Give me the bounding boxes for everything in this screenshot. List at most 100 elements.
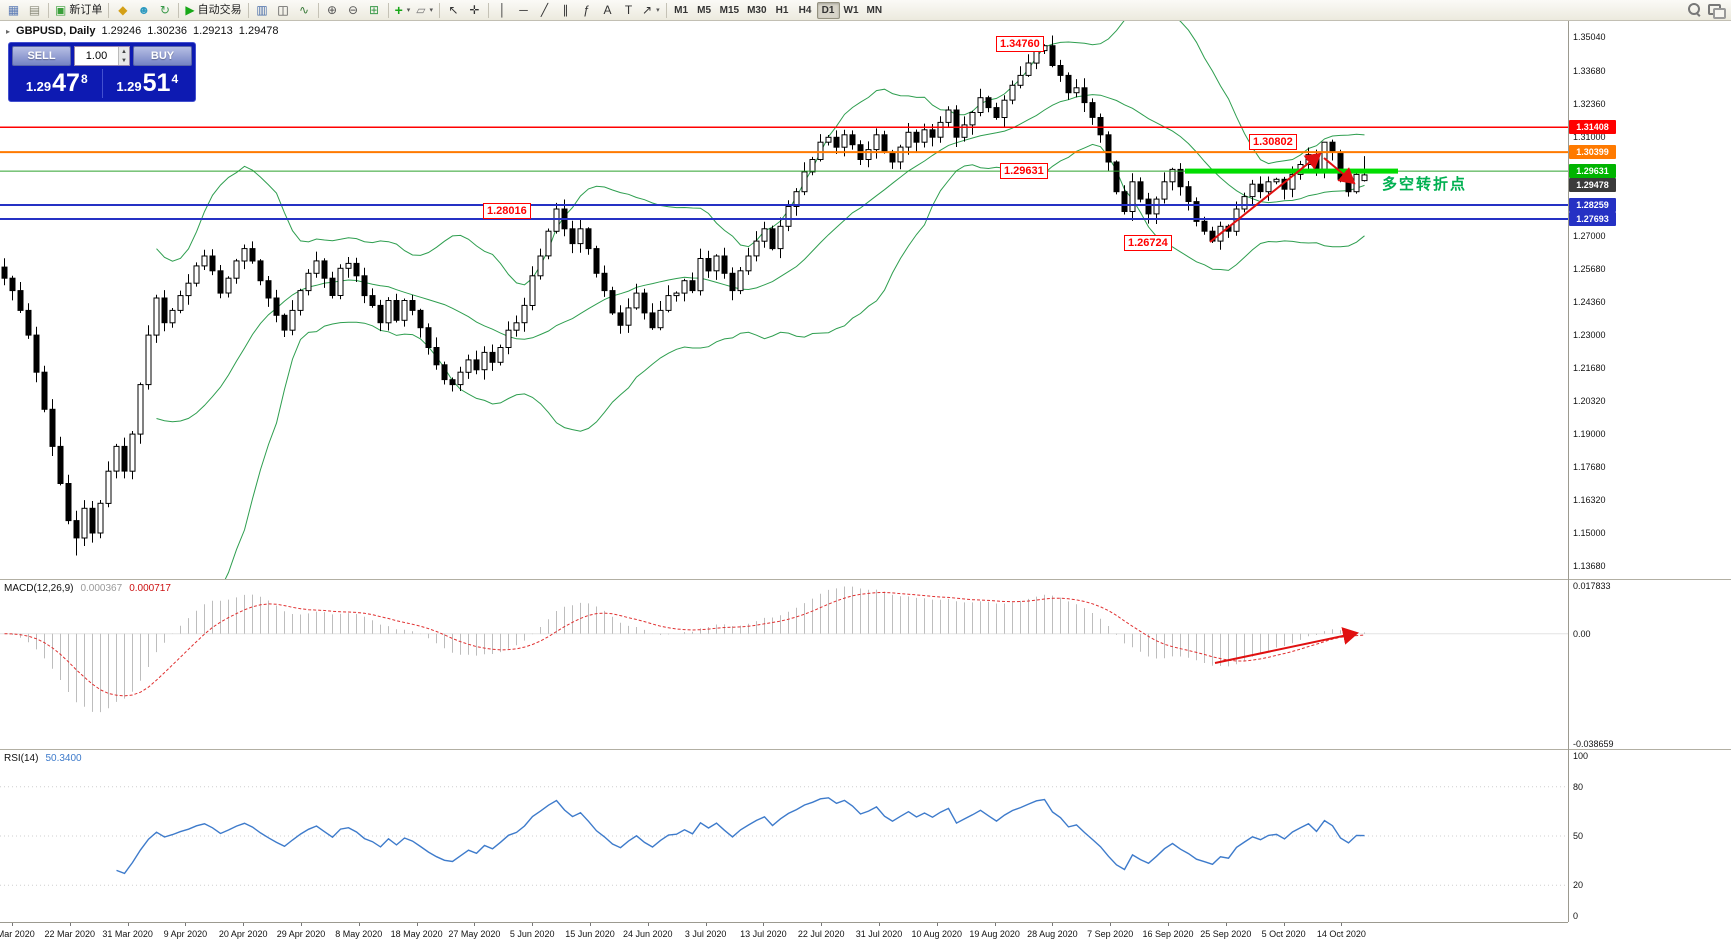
- date-label: 28 Aug 2020: [1027, 929, 1078, 939]
- volume-up-icon[interactable]: ▲: [119, 47, 129, 56]
- cursor-button[interactable]: ↖: [443, 1, 464, 19]
- crosshair-button[interactable]: ✛: [464, 1, 485, 19]
- volume-field[interactable]: 1.00 ▲ ▼: [74, 46, 130, 66]
- price-callout[interactable]: 1.30802: [1249, 134, 1297, 151]
- chart-menu-icon[interactable]: ▸: [6, 26, 11, 36]
- rsi-scale-label: 0: [1573, 911, 1579, 921]
- price-scale-label: 1.19000: [1573, 429, 1606, 440]
- bar-chart-button[interactable]: ▥: [252, 1, 273, 19]
- buy-price-big-figure: 1.29: [116, 79, 142, 94]
- timeframe-m30-button[interactable]: M30: [747, 4, 767, 16]
- turning-point-annotation[interactable]: 多空转折点: [1382, 176, 1468, 193]
- arrows-button[interactable]: ↗ ▾: [639, 1, 663, 19]
- timeframe-m5-button[interactable]: M5: [697, 4, 712, 16]
- timeframe-m1-button[interactable]: M1: [674, 4, 689, 16]
- market-button[interactable]: ☻: [133, 1, 154, 19]
- zoom-in-icon: ⊕: [327, 3, 338, 17]
- timeframe-h4-button[interactable]: H4: [798, 4, 812, 16]
- line-chart-button[interactable]: ∿: [294, 1, 315, 19]
- sell-button[interactable]: SELL: [12, 46, 71, 66]
- macd-value-signal: 0.000717: [129, 583, 171, 594]
- toolbar-separator: [317, 2, 319, 18]
- zoom-in-button[interactable]: ⊕: [322, 1, 343, 19]
- price-scale-label: 1.35040: [1573, 32, 1606, 43]
- zoom-out-button[interactable]: ⊖: [343, 1, 364, 19]
- main-chart[interactable]: [0, 21, 1731, 580]
- trendline-button[interactable]: ╱: [534, 1, 555, 19]
- volume-down-icon[interactable]: ▼: [119, 56, 129, 65]
- rsi-separator[interactable]: [0, 749, 1731, 750]
- macd-panel[interactable]: [0, 580, 1731, 750]
- sell-price-button[interactable]: 1.29 47 8: [12, 69, 103, 98]
- rsi-scale-label: 80: [1573, 781, 1584, 792]
- date-label: 31 Mar 2020: [102, 929, 153, 939]
- search-icon[interactable]: [1688, 3, 1702, 17]
- horizontal-line-icon: ─: [519, 3, 528, 17]
- timeframe-d1-button[interactable]: D1: [816, 1, 840, 19]
- macd-title: MACD(12,26,9): [4, 583, 74, 594]
- buy-button[interactable]: BUY: [133, 46, 192, 66]
- date-tick: [416, 923, 418, 926]
- tile-windows-button[interactable]: ⊞: [364, 1, 385, 19]
- price-scale-divider[interactable]: [1568, 21, 1569, 922]
- buy-price-point: 4: [171, 72, 179, 86]
- templates-button[interactable]: ▱ ▾: [413, 1, 436, 19]
- candlestick-chart-button[interactable]: ◫: [273, 1, 294, 19]
- signals-button[interactable]: ↻: [154, 1, 175, 19]
- equidistant-channel-button[interactable]: ∥: [555, 1, 576, 19]
- date-label: 24 Jun 2020: [623, 929, 673, 939]
- price-scale-label: 1.23000: [1573, 330, 1606, 341]
- community-icon[interactable]: [1708, 3, 1726, 19]
- date-label: 20 Apr 2020: [218, 929, 268, 939]
- horizontal-line-button[interactable]: ─: [513, 1, 534, 19]
- date-label: 9 Apr 2020: [163, 929, 208, 939]
- rsi-panel[interactable]: [0, 750, 1731, 922]
- timeframe-w1-button[interactable]: W1: [843, 4, 859, 16]
- timeframe-m15-button[interactable]: M15: [719, 4, 740, 16]
- price-level-box: 1.27693: [1569, 212, 1616, 226]
- profiles-button[interactable]: ▤: [24, 1, 45, 19]
- date-tick: [358, 923, 360, 926]
- date-label: 7 Sep 2020: [1087, 929, 1134, 939]
- buy-price-button[interactable]: 1.29 51 4: [103, 69, 193, 98]
- autotrading-icon: ▶: [185, 3, 195, 17]
- signals-icon: ↻: [159, 3, 170, 17]
- rsi-title: RSI(14): [4, 753, 39, 764]
- new-chart-button[interactable]: ▦: [3, 1, 24, 19]
- volume-value[interactable]: 1.00: [85, 50, 108, 62]
- price-callout[interactable]: 1.34760: [996, 36, 1044, 53]
- date-label: 27 May 2020: [448, 929, 501, 939]
- ohlc-open: 1.29246: [101, 25, 142, 37]
- price-scale-label: 1.15000: [1573, 528, 1606, 538]
- price-callout[interactable]: 1.26724: [1124, 235, 1172, 251]
- autotrading-button[interactable]: ▶ 自动交易: [182, 1, 244, 19]
- price-level-box: 1.28259: [1569, 198, 1616, 212]
- expert-advisors-icon: ◆: [118, 3, 128, 17]
- equidistant-channel-icon: ∥: [562, 3, 569, 17]
- text-button[interactable]: A: [597, 1, 618, 19]
- arrows-dropdown-icon[interactable]: ▾: [656, 6, 660, 14]
- price-scale-label: 1.13680: [1573, 560, 1606, 571]
- timeframe-mn-button[interactable]: MN: [866, 4, 883, 16]
- timeframe-h1-button[interactable]: H1: [775, 4, 789, 16]
- volume-stepper[interactable]: ▲ ▼: [118, 47, 129, 65]
- price-scale-label: 1.21680: [1573, 362, 1606, 373]
- expert-advisors-button[interactable]: ◆: [112, 1, 133, 19]
- date-label: 5 Jun 2020: [509, 929, 555, 939]
- vertical-line-button[interactable]: │: [492, 1, 513, 19]
- templates-dropdown-icon[interactable]: ▾: [429, 6, 434, 14]
- price-callout[interactable]: 1.29631: [1000, 163, 1048, 180]
- one-click-trading-panel: SELL 1.00 ▲ ▼ BUY 1.29 47 8 1.29 51 4: [8, 42, 196, 102]
- price-level-box: 1.30399: [1569, 145, 1616, 160]
- indicators-button[interactable]: + ▾: [392, 1, 414, 19]
- rsi-value: 50.3400: [45, 753, 82, 764]
- price-callout[interactable]: 1.28016: [483, 203, 531, 220]
- macd-separator[interactable]: [0, 579, 1731, 580]
- fibonacci-button[interactable]: ƒ: [576, 1, 597, 19]
- time-axis[interactable]: 2 Mar 2020 22 Mar 2020 31 Mar 2020 9 Apr 20…: [0, 922, 1568, 945]
- new-order-button[interactable]: ▣ 新订单: [52, 1, 105, 19]
- text-label-button[interactable]: T: [618, 1, 639, 19]
- price-level-box: 1.31408: [1569, 120, 1616, 135]
- indicators-dropdown-icon[interactable]: ▾: [406, 6, 411, 14]
- date-tick: [1110, 923, 1112, 926]
